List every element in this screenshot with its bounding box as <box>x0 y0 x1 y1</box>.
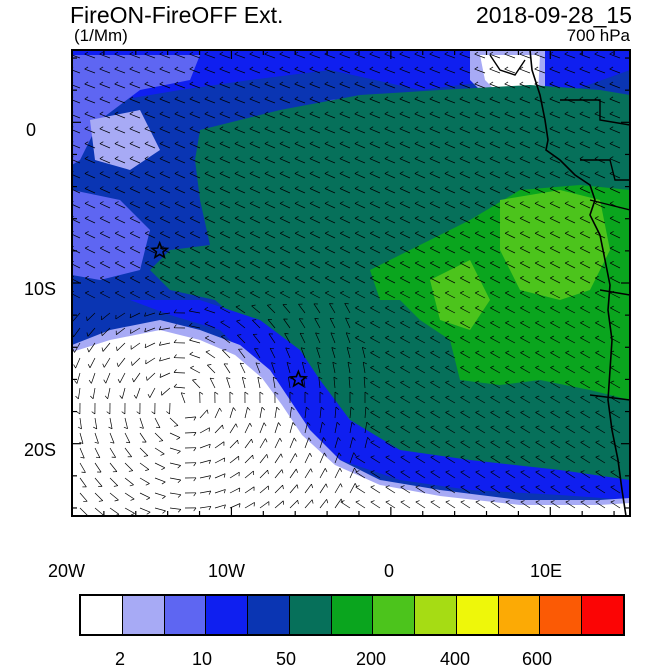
colorbar-cell-4 <box>248 596 290 634</box>
colorbar-cell-6 <box>332 596 374 634</box>
wind-barb-flag <box>315 318 319 319</box>
colorbar-cell-2 <box>165 596 207 634</box>
colorbar-cell-1 <box>123 596 165 634</box>
wind-barb <box>185 433 196 434</box>
wind-barb-flag <box>87 317 88 321</box>
lon-label-20w: 20W <box>48 561 85 582</box>
wind-barb-flag <box>209 428 210 432</box>
colorbar-cell-11 <box>540 596 582 634</box>
colorbar-cell-8 <box>415 596 457 634</box>
lat-label-20s: 20S <box>24 440 56 461</box>
wind-barb-flag <box>224 458 225 462</box>
wind-barb <box>174 373 185 374</box>
colorbar-cell-7 <box>373 596 415 634</box>
wind-barb-flag <box>102 332 103 336</box>
colorbar-cell-10 <box>499 596 541 634</box>
lat-label-0: 0 <box>26 120 36 141</box>
wind-barb-flag <box>285 333 289 334</box>
colorbar-cell-9 <box>457 596 499 634</box>
extinction-field <box>70 50 630 516</box>
wind-barb-flag <box>222 350 226 351</box>
colorbar-cell-3 <box>206 596 248 634</box>
colorbar-cell-5 <box>290 596 332 634</box>
colorbar-cell-0 <box>81 596 123 634</box>
lon-label-0: 0 <box>384 561 394 582</box>
lon-label-10w: 10W <box>208 561 245 582</box>
colorbar <box>79 594 625 636</box>
wind-barb-flag <box>192 380 196 381</box>
colorbar-cell-12 <box>582 596 623 634</box>
wind-barb-flag <box>147 377 148 381</box>
lat-label-10s: 10S <box>24 279 56 300</box>
lon-label-10e: 10E <box>530 561 562 582</box>
